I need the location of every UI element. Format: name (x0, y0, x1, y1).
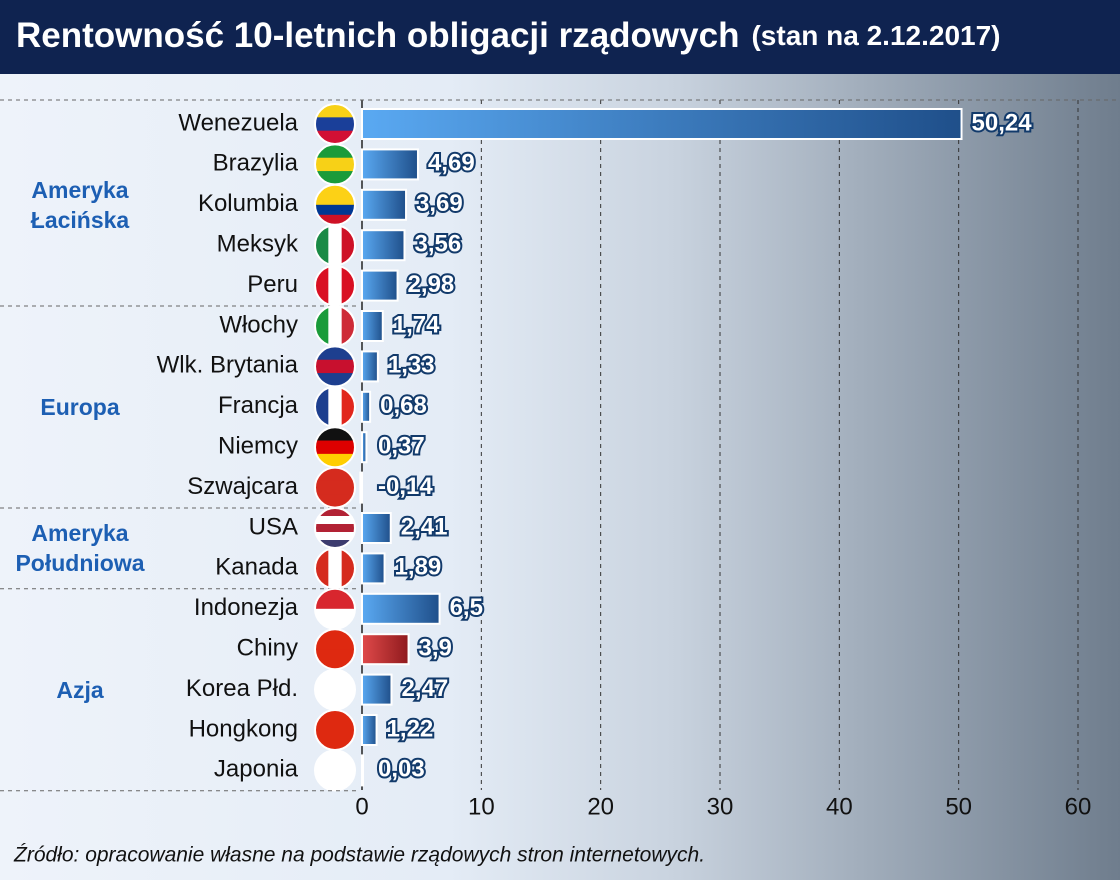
value-label: -0,14 (378, 473, 433, 500)
value-label: 50,24 (972, 109, 1033, 136)
flag-stripe (315, 440, 355, 455)
flag-stripe (315, 750, 355, 771)
category-label: Korea Płd. (186, 675, 298, 702)
x-tick-label: 0 (355, 793, 368, 820)
category-label: Brazylia (213, 150, 299, 177)
bar (361, 350, 379, 383)
flag-stripe (315, 194, 355, 206)
category-label: Wenezuela (178, 109, 298, 136)
category-label: Peru (247, 271, 298, 298)
title-bar (0, 0, 1120, 74)
flag-stripe (315, 214, 355, 225)
value-label: 0,03 (378, 756, 425, 783)
value-label: 3,69 (416, 190, 463, 217)
x-tick-label: 40 (826, 793, 853, 820)
flag-stripe (315, 669, 355, 691)
flag-stripe (315, 588, 355, 610)
flag-stripe (328, 225, 343, 266)
bar (361, 269, 399, 302)
value-label: 3,9 (419, 635, 452, 662)
flag-stripe (328, 548, 343, 589)
flag-stripe (315, 204, 355, 216)
flag-stripe (315, 359, 355, 374)
bar (361, 714, 378, 746)
flag-stripe (315, 540, 355, 548)
category-label: Niemcy (218, 433, 298, 460)
x-tick-label: 60 (1065, 793, 1092, 820)
group-label: Ameryka Południowa (15, 520, 145, 577)
flag-stripe (315, 157, 355, 172)
bar (361, 754, 364, 787)
category-label: Japonia (214, 756, 299, 783)
bar (361, 512, 392, 544)
x-tick-label: 20 (587, 793, 614, 820)
flag-stripe (315, 516, 355, 525)
flag-stripe (315, 480, 355, 495)
group-label: Europa (40, 394, 120, 420)
source: Źródło: opracowanie własne na podstawie … (13, 844, 705, 867)
group-label: Ameryka Łacińska (30, 177, 130, 233)
category-label: Włochy (219, 311, 298, 338)
bar (361, 390, 372, 423)
flag-stripe (315, 730, 355, 750)
bar (361, 108, 963, 140)
bar (361, 633, 410, 666)
value-label: 4,69 (428, 150, 475, 177)
flag-stripe (315, 629, 355, 650)
category-label: Francja (218, 392, 299, 419)
value-label: 1,22 (387, 715, 434, 742)
flag-stripe (328, 265, 343, 306)
category-label: Chiny (237, 635, 298, 662)
value-label: 0,68 (380, 392, 427, 419)
flag-stripe (315, 524, 355, 533)
value-label: 6,5 (450, 594, 483, 621)
flag-stripe (315, 608, 355, 629)
bar (361, 673, 393, 706)
flag-stripe (315, 532, 355, 541)
subtitle: (stan na 2.12.2017) (751, 20, 1000, 51)
value-label: 3,56 (414, 231, 461, 258)
value-label: 1,74 (393, 311, 440, 338)
category-label: Indonezja (194, 594, 299, 621)
value-label: 1,33 (388, 352, 435, 379)
value-label: 2,98 (408, 271, 455, 298)
bar (361, 552, 386, 585)
value-label: 2,41 (401, 513, 448, 540)
x-tick-label: 10 (468, 793, 495, 820)
category-label: USA (249, 513, 298, 540)
flag-stripe (315, 689, 355, 710)
category-label: Kolumbia (198, 190, 299, 217)
flag-stripe (315, 184, 355, 196)
title: Rentowność 10-letnich obligacji rządowyc… (16, 16, 739, 55)
flag-stripe (315, 508, 355, 517)
x-tick-label: 30 (707, 793, 734, 820)
category-label: Szwajcara (187, 473, 298, 500)
bar (361, 148, 419, 181)
bar (361, 310, 384, 342)
flag-stripe (315, 770, 355, 791)
bar (359, 471, 364, 504)
category-label: Meksyk (217, 231, 299, 258)
x-tick-label: 50 (945, 793, 972, 820)
bar (361, 592, 441, 625)
bar (361, 431, 368, 464)
flag-stripe (328, 306, 343, 346)
value-label: 2,47 (401, 675, 448, 702)
chart-title: Rentowność 10-letnich obligacji rządowyc… (16, 16, 1001, 55)
flag-stripe (328, 386, 343, 427)
category-label: Wlk. Brytania (157, 352, 299, 379)
flag-ring (314, 749, 356, 792)
group-label: Azja (56, 676, 104, 703)
bar (361, 229, 406, 262)
category-label: Hongkong (189, 715, 298, 742)
value-label: 1,89 (395, 554, 442, 581)
value-label: 0,37 (378, 433, 425, 460)
flag-stripe (315, 117, 355, 132)
category-label: Kanada (215, 554, 298, 581)
flag-stripe (315, 649, 355, 670)
bar (361, 188, 408, 221)
flag-stripe (315, 710, 355, 731)
